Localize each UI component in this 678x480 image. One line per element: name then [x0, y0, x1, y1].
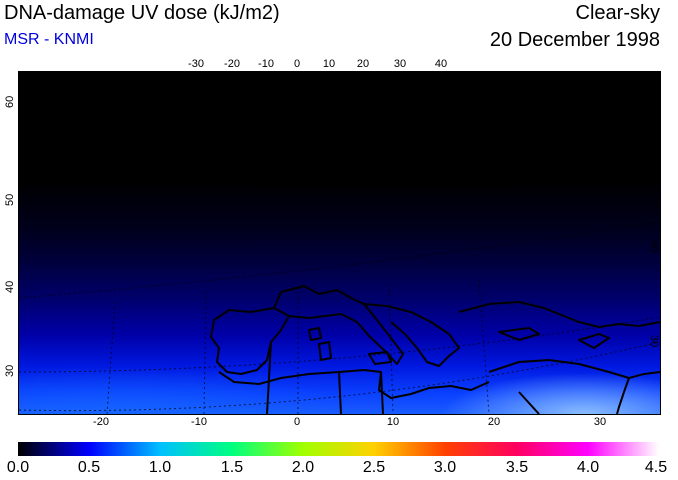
bottom-lon-tick: 10	[386, 416, 400, 428]
island-sicily	[368, 351, 392, 365]
top-lon-tick: 40	[434, 58, 448, 70]
island-crimea	[498, 327, 540, 341]
colorbar-label: 1.5	[220, 459, 244, 476]
graticule-line	[19, 221, 660, 299]
colorbar-label: 4.5	[644, 459, 668, 476]
colorbar-label: 0.5	[77, 459, 101, 476]
island-sardinia	[318, 341, 332, 361]
bottom-lon-tick: 0	[293, 416, 301, 428]
map-overlay	[19, 221, 660, 414]
coastline-france-italy	[273, 285, 404, 365]
left-lat-tick: 30	[4, 364, 16, 377]
island-caspian	[578, 333, 610, 349]
colorbar-label: 3.5	[505, 459, 529, 476]
top-lon-tick: 30	[393, 58, 407, 70]
right-lat-tick: 50	[648, 143, 660, 156]
top-lon-tick: 0	[293, 58, 301, 70]
coastline-turkey	[488, 359, 660, 379]
graticule-line	[388, 283, 394, 414]
graticule-line	[203, 291, 207, 414]
border-line	[266, 341, 272, 414]
bottom-lon-tick: -10	[191, 416, 207, 428]
border-line	[338, 371, 342, 414]
colorbar-label: 4.0	[576, 459, 600, 476]
colorbar-label: 1.0	[148, 459, 172, 476]
bottom-lon-tick: 20	[487, 416, 501, 428]
uv-dose-map	[18, 71, 661, 415]
top-lon-tick: 10	[322, 58, 336, 70]
bottom-lon-tick: -20	[93, 416, 109, 428]
coastline-balkans	[363, 303, 460, 367]
date-label: 20 December 1998	[489, 29, 660, 51]
island-corsica	[308, 327, 322, 341]
top-lon-tick: -30	[188, 58, 204, 70]
left-lat-tick: 60	[4, 95, 16, 108]
border-line	[380, 371, 384, 414]
source-label: MSR - KNMI	[4, 31, 94, 48]
right-lat-tick: 30	[648, 335, 660, 348]
left-lat-tick: 50	[4, 193, 16, 206]
bottom-lon-tick: 30	[593, 416, 607, 428]
graticule-line	[478, 279, 490, 414]
left-lat-tick: 40	[4, 280, 16, 293]
coastline-north-africa	[218, 369, 490, 399]
graticule-line	[106, 301, 116, 414]
colorbar-label: 0.0	[6, 459, 30, 476]
coastline-iberia	[210, 307, 290, 375]
top-lon-tick: -20	[224, 58, 240, 70]
colorbar-label: 2.0	[291, 459, 315, 476]
colorbar	[18, 442, 659, 456]
top-lon-tick: -10	[258, 58, 274, 70]
page-title: DNA-damage UV dose (kJ/m2)	[4, 2, 280, 24]
coastline-levant	[616, 377, 630, 414]
colorbar-label: 3.0	[433, 459, 457, 476]
colorbar-label: 2.5	[362, 459, 386, 476]
border-line	[518, 391, 540, 414]
top-lon-tick: 20	[356, 58, 370, 70]
sky-condition: Clear-sky	[575, 2, 660, 24]
coastline-black-sea	[458, 301, 660, 328]
graticule-line	[19, 316, 660, 373]
right-lat-tick: 40	[648, 240, 660, 253]
